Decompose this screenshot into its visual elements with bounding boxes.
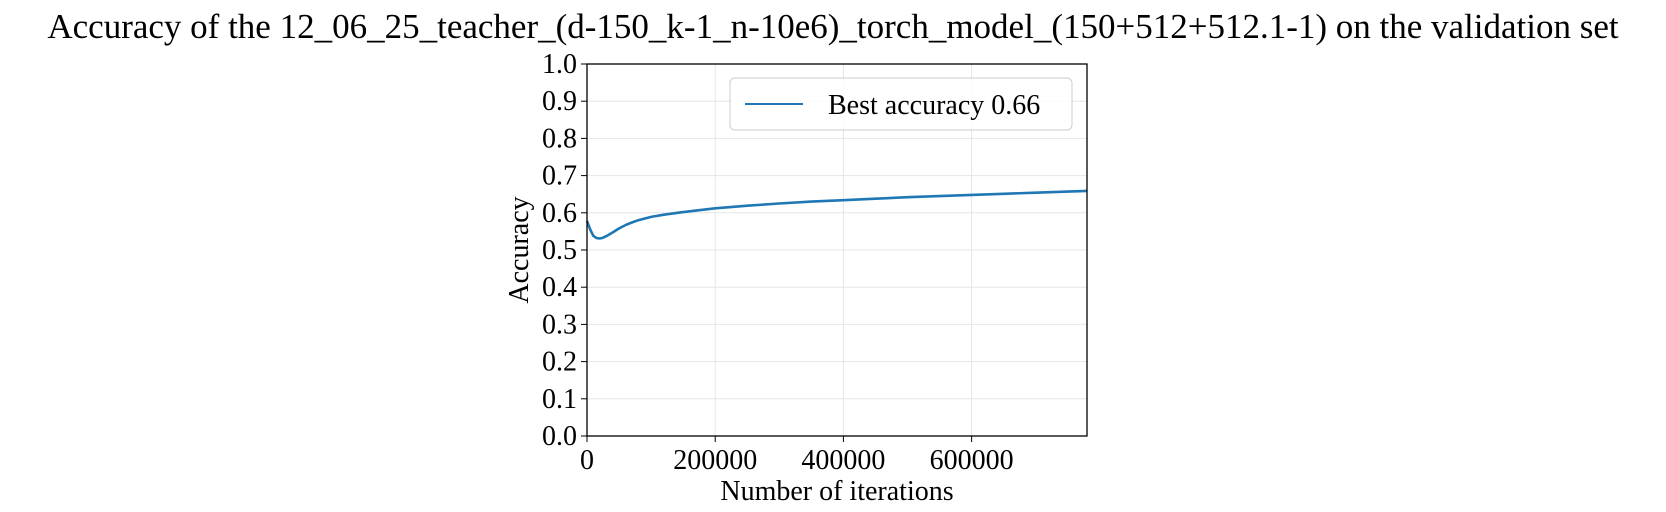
series-line xyxy=(585,189,1088,240)
x-axis: 0 200000 400000 600000 xyxy=(580,436,1014,476)
legend-entry-label: Best accuracy 0.66 xyxy=(828,90,1040,121)
y-tick-label: 0.5 xyxy=(542,235,577,266)
chart-title: Accuracy of the 12_06_25_teacher_(d-150_… xyxy=(47,7,1619,46)
y-tick-label: 0.9 xyxy=(542,86,577,117)
y-tick-label: 0.3 xyxy=(542,309,577,340)
y-tick-label: 0.4 xyxy=(542,272,577,303)
series-layer xyxy=(585,189,1088,240)
y-tick-label: 1.0 xyxy=(542,49,577,80)
y-axis-label: Accuracy xyxy=(504,196,535,303)
y-tick-label: 0.7 xyxy=(542,161,577,192)
y-axis: 0.0 0.1 0.2 0.3 0.4 0.5 0.6 0.7 0.8 0.9 1.0 xyxy=(542,49,587,452)
x-tick-label: 0 xyxy=(580,445,594,476)
y-tick-label: 0.0 xyxy=(542,421,577,452)
y-tick-label: 0.8 xyxy=(542,123,577,154)
y-tick-label: 0.1 xyxy=(542,384,577,415)
x-tick-label: 200000 xyxy=(673,445,757,476)
legend: Best accuracy 0.66 xyxy=(729,77,1073,131)
x-tick-label: 400000 xyxy=(801,445,885,476)
y-tick-label: 0.6 xyxy=(542,198,577,229)
x-tick-label: 600000 xyxy=(930,445,1014,476)
x-axis-label: Number of iterations xyxy=(720,476,953,507)
legend-box xyxy=(729,77,1073,131)
y-tick-label: 0.2 xyxy=(542,347,577,378)
